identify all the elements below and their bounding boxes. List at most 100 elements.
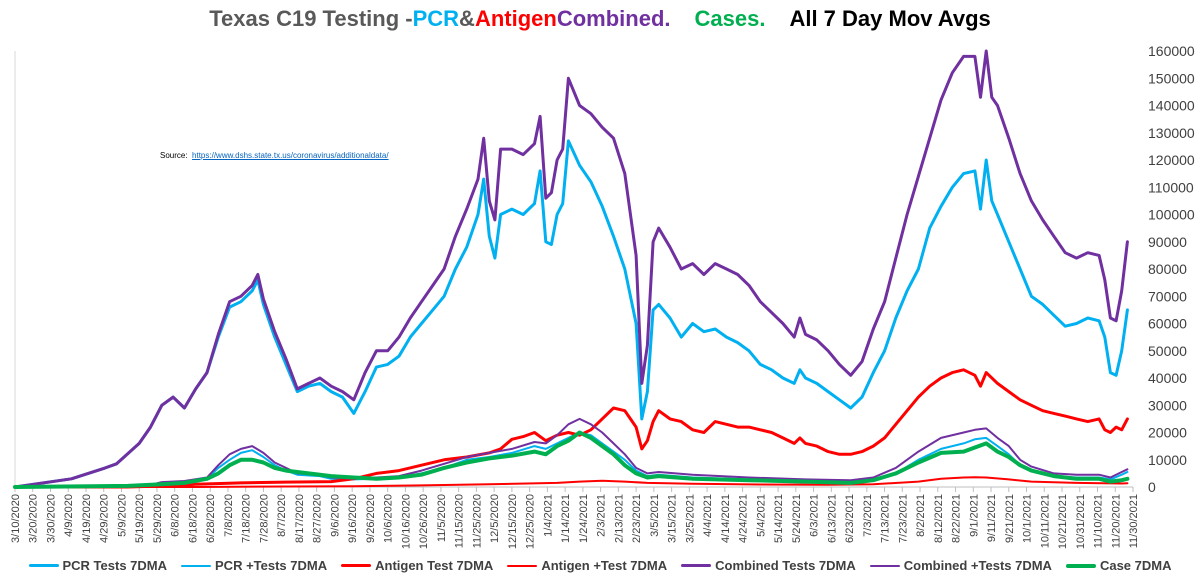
x-tick-label: 6/8/2020 — [170, 494, 182, 537]
legend-swatch — [1065, 563, 1096, 568]
y-tick-label: 0 — [1148, 479, 1156, 495]
y-tick-label: 110000 — [1148, 179, 1194, 195]
x-tick-label: 8/22/2021 — [951, 494, 963, 543]
x-tick-label: 3/10/2020 — [10, 494, 22, 543]
x-tick-label: 10/6/2020 — [383, 494, 395, 543]
x-tick-label: 10/16/2020 — [400, 494, 412, 549]
x-tick-label: 7/13/2021 — [880, 494, 892, 543]
x-tick-label: 8/17/2020 — [294, 494, 306, 543]
series-line-antigen-test-7dma — [14, 476, 1129, 488]
title-part: & — [459, 6, 475, 31]
legend-item: Case 7DMA — [1065, 558, 1172, 573]
source-link[interactable]: https://www.dshs.state.tx.us/coronavirus… — [192, 151, 389, 160]
legend-item: PCR +Tests 7DMA — [181, 558, 327, 573]
series-line-case-7dma — [13, 430, 1130, 489]
legend-label: Combined +Tests 7DMA — [903, 558, 1052, 573]
x-tick-label: 3/20/2020 — [28, 494, 40, 543]
legend-label: Antigen +Test 7DMA — [541, 558, 668, 573]
x-tick-label: 10/26/2020 — [418, 494, 430, 549]
x-tick-label: 8/12/2021 — [933, 494, 945, 543]
legend-label: PCR +Tests 7DMA — [215, 558, 328, 573]
legend-swatch — [341, 564, 372, 567]
x-tick-label: 12/5/2020 — [489, 494, 501, 543]
x-tick-label: 6/28/2020 — [205, 494, 217, 543]
y-tick-label: 40000 — [1148, 370, 1187, 386]
x-tick-label: 4/19/2020 — [81, 494, 93, 543]
x-tick-label: 11/15/2020 — [454, 494, 466, 548]
legend-item: Antigen Test 7DMA — [341, 558, 493, 573]
x-tick-label: 11/25/2020 — [471, 494, 483, 548]
legend-swatch — [28, 564, 59, 567]
x-tick-label: 4/29/2020 — [99, 494, 111, 543]
series-line-antigen-test-7dma — [13, 368, 1129, 489]
x-tick-label: 6/13/2021 — [826, 494, 838, 543]
y-tick-label: 100000 — [1148, 207, 1195, 223]
x-tick-label: 8/2/2021 — [915, 494, 927, 537]
x-tick-label: 2/13/2021 — [613, 494, 625, 543]
source-note: Source: https://www.dshs.state.tx.us/cor… — [160, 151, 389, 160]
x-tick-label: 8/7/2020 — [276, 494, 288, 537]
x-tick-label: 6/3/2021 — [809, 494, 821, 537]
legend-swatch — [681, 564, 712, 567]
x-tick-label: 8/27/2020 — [312, 494, 324, 543]
series-line-pcr-tests-7dma — [13, 139, 1129, 489]
x-tick-label: 9/1/2021 — [968, 494, 980, 537]
x-tick-label: 6/23/2021 — [844, 494, 856, 543]
y-tick-label: 60000 — [1148, 316, 1187, 332]
x-tick-label: 7/18/2020 — [241, 494, 253, 543]
y-tick-label: 80000 — [1148, 261, 1187, 277]
title-part: PCR — [412, 6, 460, 31]
x-tick-label: 5/4/2021 — [755, 494, 767, 537]
x-tick-label: 4/4/2021 — [702, 494, 714, 537]
y-tick-label: 10000 — [1148, 452, 1187, 468]
legend-item: Combined +Tests 7DMA — [869, 558, 1052, 573]
y-tick-label: 150000 — [1148, 70, 1195, 86]
x-tick-label: 5/19/2020 — [134, 494, 146, 543]
series-line-combined-tests-7dma — [14, 417, 1129, 488]
x-tick-label: 7/28/2020 — [258, 494, 270, 543]
x-tick-label: 11/30/2021 — [1128, 494, 1140, 548]
x-tick-label: 5/24/2021 — [791, 494, 803, 543]
x-tick-label: 9/26/2020 — [365, 494, 377, 543]
title-part: Texas C19 Testing - — [209, 6, 413, 31]
x-tick-label: 10/31/2021 — [1075, 494, 1087, 549]
x-tick-label: 1/24/2021 — [578, 494, 590, 543]
x-tick-label: 12/15/2020 — [507, 494, 519, 549]
x-tick-label: 12/25/2020 — [525, 494, 537, 549]
x-tick-label: 11/5/2020 — [436, 494, 448, 542]
x-tick-label: 10/1/2021 — [1022, 494, 1034, 543]
legend-label: Antigen Test 7DMA — [375, 558, 494, 573]
x-tick-label: 5/29/2020 — [152, 494, 164, 543]
x-tick-label: 10/11/2021 — [1039, 494, 1051, 548]
x-tick-label: 1/14/2021 — [560, 494, 572, 543]
legend-swatch — [507, 564, 538, 567]
x-tick-label: 11/10/2021 — [1093, 494, 1105, 548]
legend-label: PCR Tests 7DMA — [62, 558, 168, 573]
x-tick-label: 3/15/2021 — [667, 494, 679, 543]
legend-label: Case 7DMA — [1099, 558, 1172, 573]
x-tick-label: 3/25/2021 — [684, 494, 696, 543]
chart-legend: PCR Tests 7DMA PCR +Tests 7DMA Antigen Tes… — [0, 558, 1200, 573]
legend-swatch — [181, 564, 212, 567]
chart-title: Texas C19 Testing - PCR & Antigen Combin… — [0, 6, 1200, 32]
y-tick-label: 140000 — [1148, 98, 1195, 114]
series-line-combined-tests-7dma — [13, 49, 1129, 489]
x-tick-label: 11/20/2021 — [1110, 494, 1122, 548]
x-tick-label: 7/23/2021 — [897, 494, 909, 543]
y-tick-label: 20000 — [1148, 425, 1187, 441]
x-tick-label: 4/14/2021 — [720, 494, 732, 543]
x-tick-label: 9/16/2020 — [347, 494, 359, 543]
x-tick-label: 7/3/2021 — [862, 494, 874, 537]
x-tick-label: 7/8/2020 — [223, 494, 235, 537]
x-tick-label: 10/21/2021 — [1057, 494, 1069, 549]
x-tick-label: 9/6/2020 — [329, 494, 341, 537]
x-tick-label: 9/11/2021 — [986, 494, 998, 542]
y-tick-label: 50000 — [1148, 343, 1187, 359]
x-tick-label: 5/14/2021 — [773, 494, 785, 543]
y-tick-label: 160000 — [1148, 43, 1195, 59]
x-tick-label: 6/18/2020 — [187, 494, 199, 543]
x-tick-label: 2/3/2021 — [596, 494, 608, 537]
y-tick-label: 30000 — [1148, 397, 1187, 413]
